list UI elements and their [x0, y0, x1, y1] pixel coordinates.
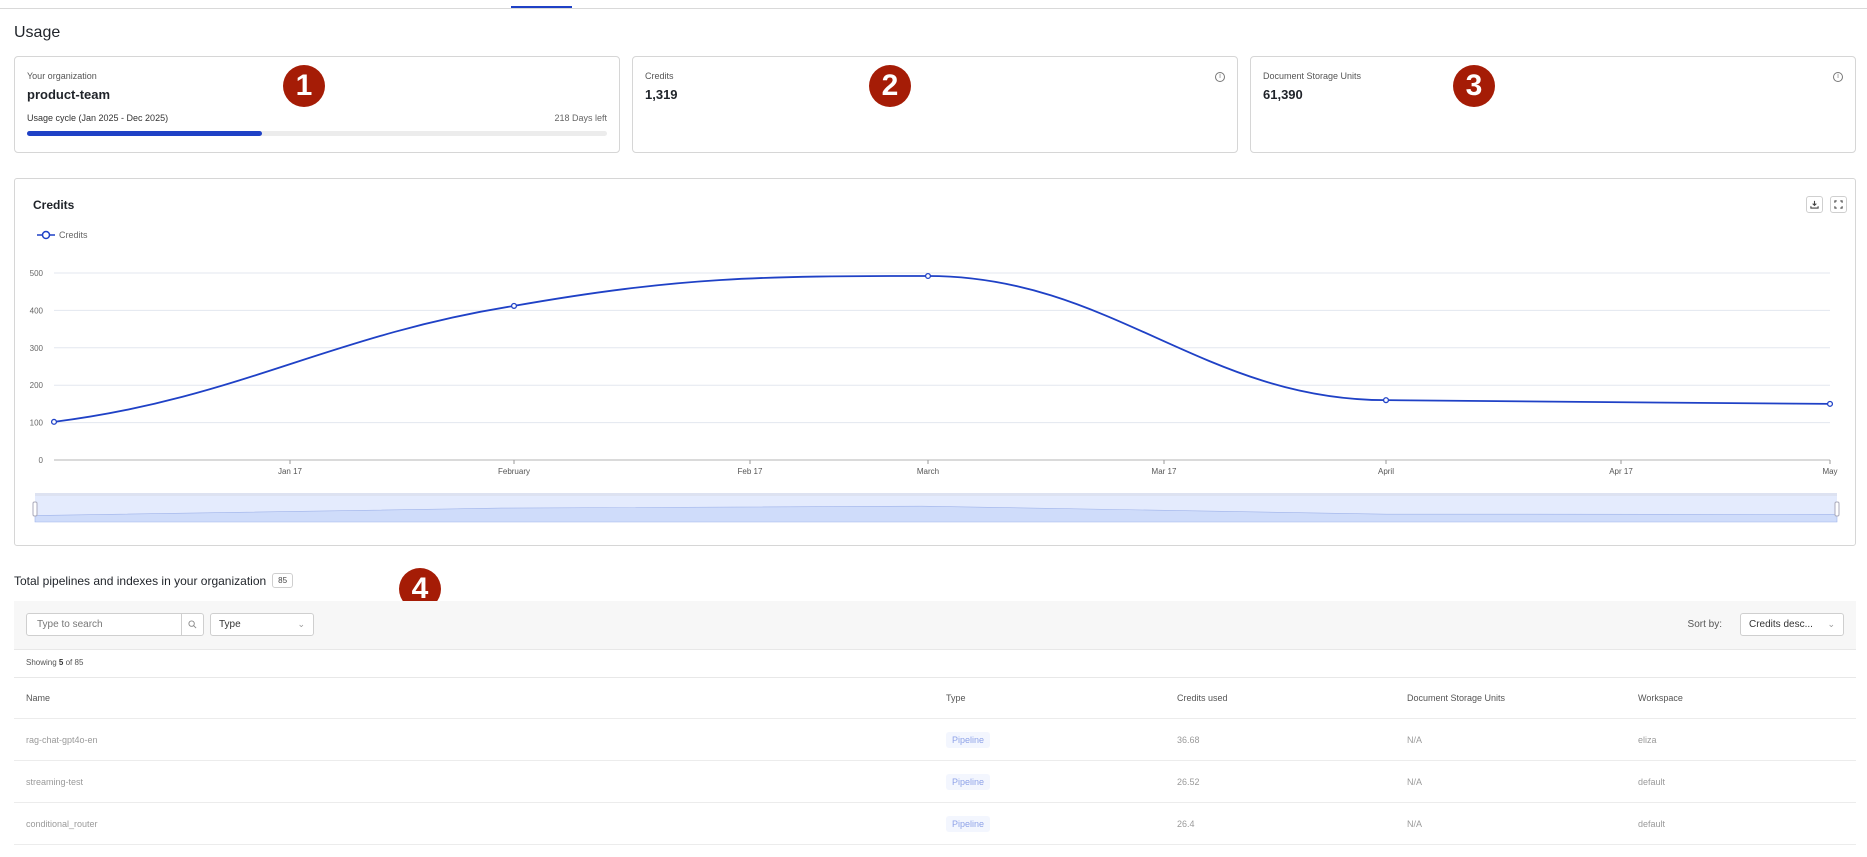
table-row[interactable]: streaming-test Pipeline 26.52 N/A defaul… [14, 761, 1856, 803]
column-header-workspace[interactable]: Workspace [1638, 693, 1683, 703]
svg-text:300: 300 [30, 344, 44, 353]
pipelines-section-title: Total pipelines and indexes in your orga… [14, 573, 294, 588]
row-document-storage-units: N/A [1407, 819, 1423, 829]
fullscreen-icon [1834, 200, 1843, 209]
row-name[interactable]: streaming-test [26, 777, 84, 787]
row-type: Pipeline [946, 761, 991, 803]
chevron-down-icon: ⌄ [297, 619, 305, 629]
organization-label: Your organization [27, 71, 97, 81]
svg-text:May: May [1822, 467, 1837, 476]
svg-text:March: March [917, 467, 939, 476]
pipelines-table: Name Type Credits used Document Storage … [14, 677, 1856, 845]
svg-text:500: 500 [30, 269, 44, 278]
organization-name: product-team [27, 87, 111, 102]
row-type: Pipeline [946, 719, 991, 761]
column-header-type[interactable]: Type [946, 693, 966, 703]
filter-bar: Type ⌄ Sort by: Credits desc... ⌄ [14, 601, 1856, 650]
row-document-storage-units: N/A [1407, 735, 1423, 745]
info-icon[interactable]: i [1833, 72, 1843, 82]
column-header-credits-used[interactable]: Credits used [1177, 693, 1228, 703]
credits-label: Credits [645, 71, 674, 81]
total-count-badge: 85 [272, 573, 294, 588]
row-name[interactable]: conditional_router [26, 819, 98, 829]
search-box [26, 613, 204, 636]
chart-legend-item[interactable]: Credits [37, 230, 88, 240]
showing-count: 5 [58, 658, 64, 667]
chevron-down-icon: ⌄ [1827, 619, 1835, 629]
section-title-text: Total pipelines and indexes in your orga… [14, 573, 267, 588]
credits-chart-panel: Credits Credits 0 100 200 300 400 500 Jan 17 Fe… [14, 178, 1856, 546]
download-icon [1810, 200, 1819, 209]
table-row[interactable]: conditional_router Pipeline 26.4 N/A def… [14, 803, 1856, 845]
showing-prefix: Showing [26, 658, 57, 667]
annotation-marker-2: 2 [869, 65, 911, 107]
svg-text:Apr 17: Apr 17 [1609, 467, 1633, 476]
type-filter-value: Type [219, 619, 241, 630]
usage-cycle-progress [27, 131, 607, 136]
svg-text:0: 0 [39, 456, 44, 465]
svg-text:Feb 17: Feb 17 [738, 467, 763, 476]
svg-text:April: April [1378, 467, 1394, 476]
showing-suffix: of 85 [65, 658, 84, 667]
fullscreen-chart-button[interactable] [1830, 196, 1847, 213]
divider [14, 677, 1856, 678]
legend-line-marker-icon [37, 230, 55, 240]
type-filter-dropdown[interactable]: Type ⌄ [210, 613, 314, 636]
document-storage-value: 61,390 [1263, 87, 1303, 102]
table-header-row: Name Type Credits used Document Storage … [14, 677, 1856, 719]
legend-label: Credits [59, 230, 88, 240]
sort-value: Credits desc... [1749, 619, 1813, 630]
annotation-marker-1: 1 [283, 65, 325, 107]
row-workspace: default [1638, 777, 1666, 787]
active-tab-indicator [511, 6, 572, 8]
type-tag: Pipeline [946, 774, 991, 790]
credits-value: 1,319 [645, 87, 678, 102]
chart-title: Credits [33, 198, 75, 212]
table-row[interactable]: rag-chat-gpt4o-en Pipeline 36.68 N/A eli… [14, 719, 1856, 761]
top-tabs-divider [0, 8, 1867, 9]
row-workspace: eliza [1638, 735, 1657, 745]
row-type: Pipeline [946, 803, 991, 845]
page-title: Usage [14, 24, 61, 41]
row-credits-used: 36.68 [1177, 735, 1200, 745]
sort-dropdown[interactable]: Credits desc... ⌄ [1740, 613, 1844, 636]
credits-card: Credits 1,319 i [632, 56, 1238, 153]
sort-label: Sort by: [1687, 619, 1722, 630]
svg-text:200: 200 [30, 381, 44, 390]
column-header-document-storage-units[interactable]: Document Storage Units [1407, 693, 1506, 703]
row-document-storage-units: N/A [1407, 777, 1423, 787]
svg-text:400: 400 [30, 306, 44, 315]
document-storage-card: Document Storage Units 61,390 i [1250, 56, 1856, 153]
svg-text:Jan 17: Jan 17 [278, 467, 303, 476]
row-credits-used: 26.52 [1177, 777, 1200, 787]
row-workspace: default [1638, 819, 1666, 829]
download-chart-button[interactable] [1806, 196, 1823, 213]
slider-handle-left [32, 501, 38, 517]
usage-cycle-progress-fill [27, 131, 262, 136]
type-tag: Pipeline [946, 816, 991, 832]
svg-text:Mar 17: Mar 17 [1152, 467, 1177, 476]
column-header-name[interactable]: Name [26, 693, 51, 703]
annotation-marker-3: 3 [1453, 65, 1495, 107]
slider-handle-right [1834, 501, 1840, 517]
document-storage-label: Document Storage Units [1263, 71, 1362, 81]
row-credits-used: 26.4 [1177, 819, 1195, 829]
usage-cycle-label: Usage cycle (Jan 2025 - Dec 2025) [27, 113, 169, 123]
days-left: 218 Days left [554, 113, 607, 123]
svg-text:100: 100 [30, 419, 44, 428]
row-name[interactable]: rag-chat-gpt4o-en [26, 735, 98, 745]
credits-line-chart[interactable]: 0 100 200 300 400 500 Jan 17 February Feb 17 Marc… [15, 179, 1857, 547]
search-input[interactable] [27, 614, 181, 635]
svg-text:February: February [498, 467, 530, 476]
showing-count-text: Showing 5 of 85 [26, 658, 83, 667]
info-icon[interactable]: i [1215, 72, 1225, 82]
search-button[interactable] [181, 614, 203, 635]
search-icon [188, 620, 197, 629]
type-tag: Pipeline [946, 732, 991, 748]
